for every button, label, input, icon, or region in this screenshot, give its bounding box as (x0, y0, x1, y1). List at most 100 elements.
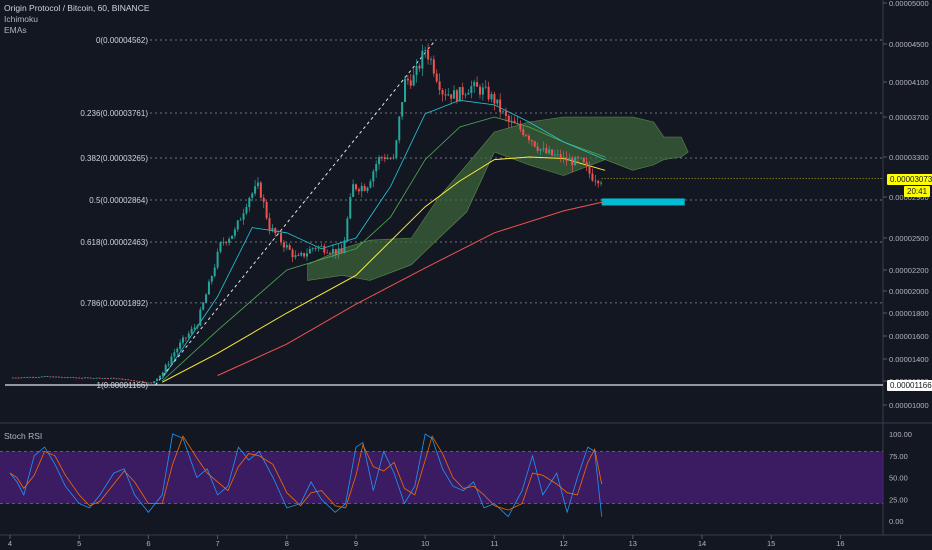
candle-body (26, 377, 29, 378)
time-tick-label: 16 (836, 539, 844, 548)
candle-body (121, 378, 124, 380)
fib-level-label: 0(0.00004562) (96, 36, 148, 45)
candle-body (98, 377, 101, 379)
candle-body (510, 120, 513, 122)
candle-body (435, 73, 438, 82)
candle-body (81, 377, 84, 379)
stoch-rsi-k-line (9, 433, 603, 518)
candle-body (86, 377, 89, 379)
candle-body (213, 267, 216, 277)
price-tick-label: 0.00001400 (889, 355, 929, 364)
candle-body (193, 327, 196, 329)
candle-body (158, 375, 161, 379)
candle-body (551, 149, 554, 156)
candle-body (565, 157, 568, 161)
candle-body (418, 65, 421, 69)
candle-body (222, 242, 225, 243)
price-tick-label: 0.00003700 (889, 113, 929, 122)
candle-body (444, 94, 447, 96)
indicator-emas[interactable]: EMAs (4, 25, 27, 35)
candle-body (502, 111, 505, 113)
candle-body (421, 50, 424, 69)
candle-body (360, 185, 363, 192)
candle-body (478, 86, 481, 95)
candle-body (317, 246, 320, 249)
candle-body (29, 377, 32, 378)
chart-title: Origin Protocol / Bitcoin, 60, BINANCE (4, 3, 150, 13)
fib-level-label: 0.618(0.00002463) (80, 238, 148, 247)
candle-body (294, 255, 297, 258)
time-tick-label: 8 (285, 539, 289, 548)
candle-body (453, 90, 456, 99)
candle-body (127, 379, 130, 381)
time-tick-label: 4 (8, 539, 12, 548)
candle-body (401, 101, 404, 117)
candle-body (297, 255, 300, 256)
indicator-ichimoku[interactable]: Ichimoku (4, 14, 39, 24)
candle-body (277, 233, 280, 234)
candle-body (83, 377, 86, 379)
candle-body (355, 184, 357, 190)
candle-body (173, 352, 176, 357)
candle-body (545, 148, 548, 154)
fib-level-label: 1(0.00001166) (97, 381, 149, 390)
price-tick-label: 0.00005000 (889, 0, 929, 8)
candle-body (389, 157, 392, 159)
stoch-rsi-d-line (9, 435, 603, 511)
candle-body (386, 157, 389, 160)
candle-body (135, 380, 138, 382)
candle-body (153, 381, 156, 384)
price-tick-label: 0.00004500 (889, 40, 929, 49)
candle-body (562, 157, 565, 159)
candle-body (331, 248, 334, 254)
candle-body (574, 157, 577, 166)
candle-body (251, 193, 254, 198)
price-tick-label: 0.00002000 (889, 287, 929, 296)
candle-body (533, 141, 536, 147)
candle-body (308, 248, 311, 254)
candle-body (334, 248, 337, 255)
candle-body (112, 377, 115, 379)
candle-body (101, 378, 104, 379)
candle-body (542, 148, 545, 150)
candle-body (559, 154, 562, 159)
price-tick-label: 0.00002200 (889, 266, 929, 275)
candle-body (109, 377, 112, 379)
candle-body (582, 157, 585, 163)
candle-body (415, 65, 418, 76)
candle-body (242, 213, 245, 220)
candle-body (228, 238, 231, 243)
candle-body (52, 376, 55, 378)
candle-body (516, 123, 519, 125)
candle-body (343, 240, 346, 254)
stoch-rsi-band (0, 451, 883, 504)
candle-body (89, 377, 92, 379)
candle-body (132, 380, 135, 382)
candle-body (305, 253, 308, 257)
candle-body (32, 377, 35, 378)
candle-body (11, 377, 14, 379)
candle-body (467, 92, 470, 95)
candle-body (280, 233, 283, 243)
candle-body (37, 377, 40, 378)
time-tick-label: 14 (698, 539, 706, 548)
candle-body (504, 111, 507, 116)
candle-body (404, 78, 407, 102)
candle-body (147, 382, 150, 384)
candle-body (72, 377, 75, 378)
candle-body (256, 182, 259, 187)
candle-body (259, 182, 262, 198)
candle-body (487, 86, 490, 100)
stoch-rsi-label[interactable]: Stoch RSI (4, 431, 43, 441)
ema-fast-line (161, 99, 606, 380)
bar-countdown-tag: 20:41 (904, 186, 931, 197)
candle-body (262, 197, 265, 203)
candle-body (320, 246, 323, 247)
candle-body (314, 248, 317, 249)
candle-body (14, 377, 17, 379)
candle-body (95, 377, 98, 379)
candle-body (470, 86, 473, 93)
price-tick-label: 0.00001000 (889, 401, 929, 410)
candle-body (588, 165, 591, 174)
candle-body (372, 171, 375, 182)
